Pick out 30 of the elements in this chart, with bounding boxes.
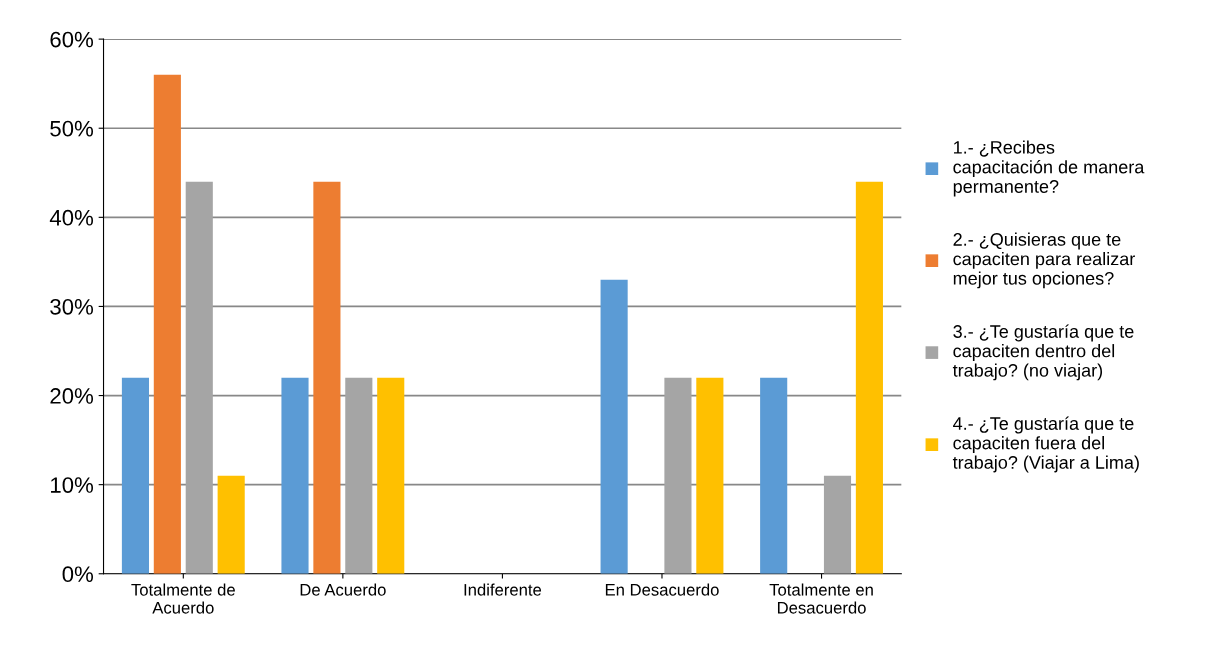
bar xyxy=(345,377,373,574)
y-tick-label: 30% xyxy=(50,298,94,315)
bar xyxy=(696,377,724,574)
bar xyxy=(377,377,405,574)
y-tick-label: 50% xyxy=(50,120,94,137)
bar xyxy=(600,279,628,574)
y-tick-label: 10% xyxy=(51,477,94,493)
y-tick-label: 0% xyxy=(62,566,94,583)
bar xyxy=(153,74,181,574)
bar xyxy=(823,475,852,574)
x-tick-label: Indiferente xyxy=(464,583,542,596)
x-tick-label: Totalmente en Desacuerdo xyxy=(769,583,873,614)
x-tick-label: Totalmente de Acuerdo xyxy=(131,583,235,614)
legend-label: 1.- ¿Recibes capacitación de manera permanente? xyxy=(953,140,1145,197)
bar xyxy=(760,377,788,574)
legend-label: 4.- ¿Te gustaría que te capaciten fuera del trabajo? (Viajar a Lima) xyxy=(952,416,1139,473)
x-tick-label: En Desacuerdo xyxy=(605,583,719,596)
x-tick-label: De Acuerdo xyxy=(300,583,386,596)
legend-label: 2.- ¿Quisieras que te capaciten para realizar mejor tus opciones? xyxy=(953,232,1135,289)
bar xyxy=(664,377,692,574)
y-tick-label: 20% xyxy=(50,388,94,404)
bar xyxy=(217,475,245,574)
legend-label: 3.- ¿Te gustaría que te capaciten dentro del trabajo? (no viajar) xyxy=(952,324,1134,381)
y-tick-label: 40% xyxy=(49,209,94,226)
y-tick-label: 60% xyxy=(50,31,94,48)
bar xyxy=(185,181,213,574)
bar xyxy=(855,181,883,574)
bar xyxy=(313,181,341,574)
bar xyxy=(281,377,309,574)
bar xyxy=(121,377,149,574)
